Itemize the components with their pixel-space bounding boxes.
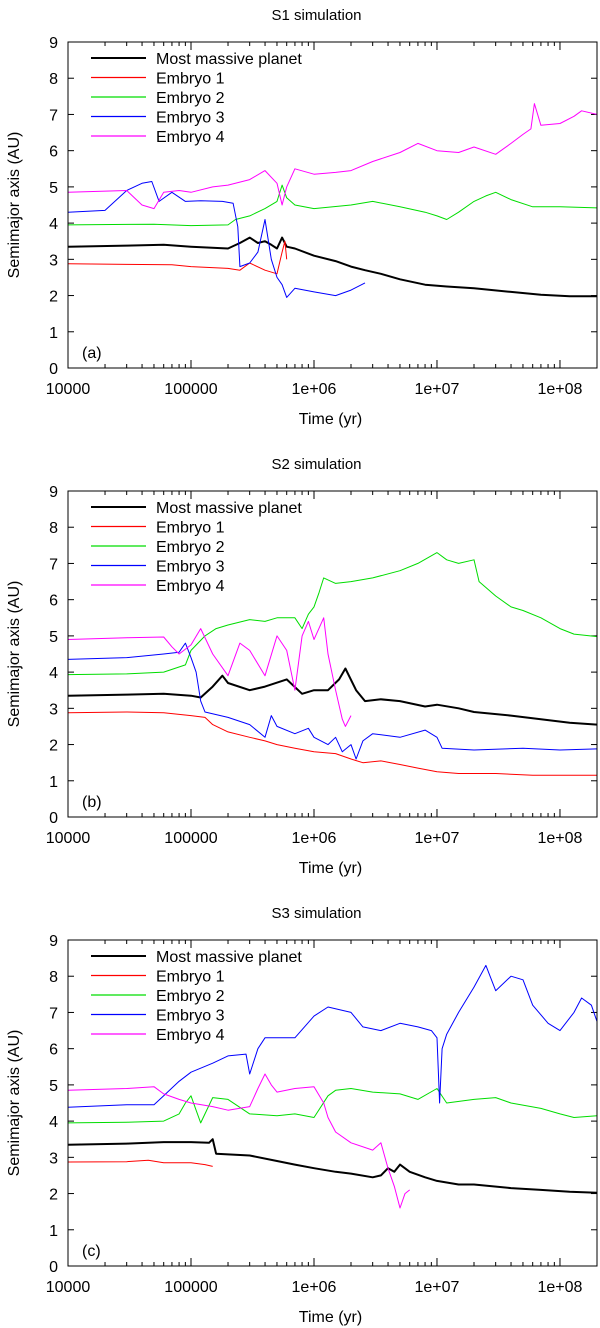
x-tick-label: 1e+07 [415,1279,460,1296]
series-line-4 [68,642,597,760]
x-tick-label: 100000 [164,381,217,398]
y-tick-label: 4 [49,665,58,682]
panel-label: (c) [82,1243,101,1260]
x-tick-label: 1e+06 [292,381,337,398]
panel-label: (a) [82,345,102,362]
x-tick-label: 1e+08 [538,830,583,847]
legend-label: Embryo 1 [156,71,225,88]
y-tick-label: 9 [49,933,58,950]
x-axis-label: Time (yr) [299,1309,362,1326]
plot-frame [67,41,598,369]
x-tick-label: 10000 [46,381,91,398]
legend-label: Embryo 3 [156,110,225,127]
series-line-1 [68,667,597,726]
series-line-5 [68,1073,411,1209]
series-line-4 [68,964,597,1108]
legend-label: Most massive planet [156,51,302,68]
y-tick-label: 9 [49,35,58,52]
legend-label: Embryo 2 [156,539,225,556]
y-tick-label: 8 [49,520,58,537]
legend-label: Embryo 4 [156,578,225,595]
y-tick-label: 3 [49,252,58,269]
legend-label: Embryo 3 [156,559,225,576]
series-line-5 [68,617,352,727]
chart-panel-2: S2 simulation 0 1 2 3 4 5 6 7 8 9 10000 100000 1e+06 1… [6,456,598,877]
panel-label: (b) [82,794,102,811]
y-tick-label: 8 [49,969,58,986]
y-tick-label: 1 [49,774,58,791]
series-group [68,103,597,298]
y-tick-label: 1 [49,325,58,342]
series-group [68,552,597,776]
series-line-3 [68,184,597,227]
series-line-1 [68,1138,597,1194]
chart-title: S3 simulation [271,905,361,922]
y-tick-label: 6 [49,593,58,610]
y-tick-label: 4 [49,216,58,233]
y-tick-label: 7 [49,1005,58,1022]
series-line-3 [68,1088,597,1124]
legend-label: Embryo 3 [156,1008,225,1025]
series-group [68,964,597,1209]
series-line-3 [68,552,597,676]
series-line-2 [68,240,288,275]
legend-label: Most massive planet [156,949,302,966]
plot-frame [67,939,598,1267]
x-tick-label: 1e+07 [415,830,460,847]
x-tick-label: 1e+08 [538,1279,583,1296]
chart-title: S2 simulation [271,456,361,473]
plot-frame [67,490,598,818]
y-axis-label: Semimajor axis (AU) [6,581,23,728]
y-tick-label: 6 [49,1042,58,1059]
chart-title: S1 simulation [271,7,361,24]
x-tick-label: 10000 [46,1279,91,1296]
x-tick-label: 1e+06 [292,830,337,847]
y-tick-label: 5 [49,629,58,646]
y-tick-label: 2 [49,289,58,306]
legend-label: Most massive planet [156,500,302,517]
chart-panel-3: S3 simulation 0 1 2 3 4 5 6 7 8 9 10000 100000 1e+06 1… [6,905,598,1326]
y-tick-label: 2 [49,1187,58,1204]
y-tick-label: 0 [49,1259,58,1276]
y-tick-label: 2 [49,738,58,755]
y-tick-label: 5 [49,180,58,197]
series-line-2 [68,711,597,776]
legend-label: Embryo 1 [156,969,225,986]
legend-label: Embryo 2 [156,90,225,107]
y-tick-label: 8 [49,71,58,88]
y-tick-label: 5 [49,1078,58,1095]
legend-label: Embryo 1 [156,520,225,537]
y-tick-label: 3 [49,1150,58,1167]
y-tick-label: 9 [49,484,58,501]
legend-label: Embryo 4 [156,129,225,146]
y-tick-label: 3 [49,701,58,718]
y-tick-label: 7 [49,556,58,573]
x-tick-label: 10000 [46,830,91,847]
series-line-2 [68,1159,213,1167]
y-tick-label: 4 [49,1114,58,1131]
y-tick-label: 1 [49,1223,58,1240]
series-line-4 [68,181,366,298]
x-tick-label: 1e+07 [415,381,460,398]
y-tick-label: 0 [49,810,58,827]
series-line-5 [68,103,597,210]
chart-panel-1: S1 simulation 0 1 2 3 4 5 6 7 8 9 10000 100000 1e+06 1… [6,7,598,428]
y-axis-label: Semimajor axis (AU) [6,132,23,279]
x-tick-label: 100000 [164,1279,217,1296]
legend-label: Embryo 4 [156,1027,225,1044]
y-tick-label: 0 [49,361,58,378]
x-axis-label: Time (yr) [299,860,362,877]
x-tick-label: 1e+06 [292,1279,337,1296]
y-axis-label: Semimajor axis (AU) [6,1030,23,1177]
series-line-1 [68,236,597,298]
x-tick-label: 1e+08 [538,381,583,398]
x-axis-label: Time (yr) [299,411,362,428]
y-tick-label: 7 [49,107,58,124]
legend-label: Embryo 2 [156,988,225,1005]
x-tick-label: 100000 [164,830,217,847]
y-tick-label: 6 [49,144,58,161]
